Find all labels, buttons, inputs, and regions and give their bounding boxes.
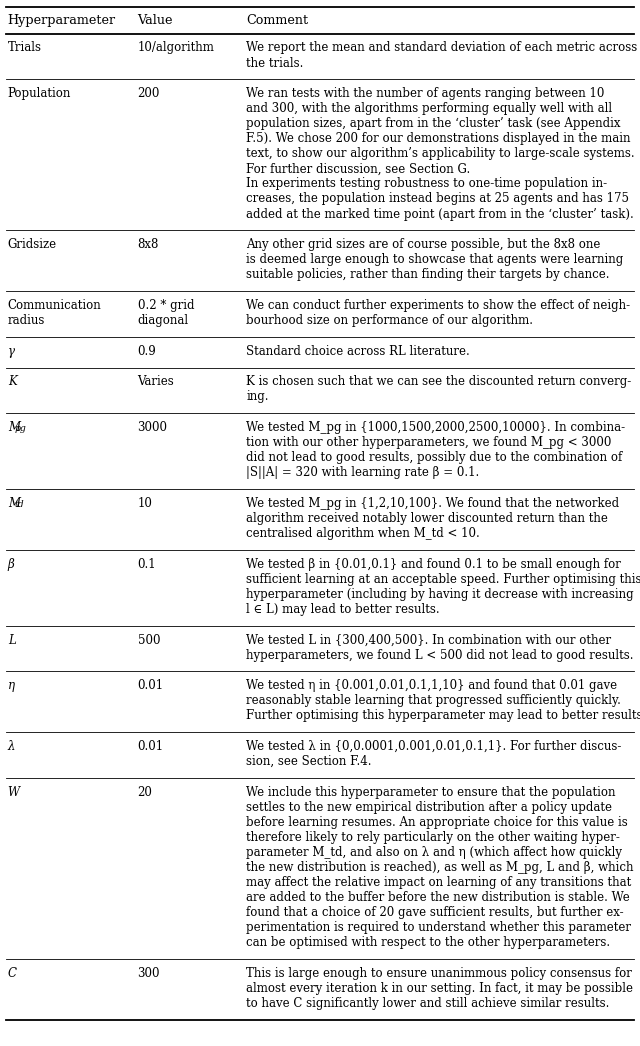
Text: found that a choice of 20 gave sufficient results, but further ex-: found that a choice of 20 gave sufficien…	[246, 906, 624, 919]
Text: sufficient learning at an acceptable speed. Further optimising this: sufficient learning at an acceptable spe…	[246, 573, 640, 586]
Text: l ∈ L) may lead to better results.: l ∈ L) may lead to better results.	[246, 602, 440, 616]
Text: 8x8: 8x8	[138, 238, 159, 251]
Text: perimentation is required to understand whether this parameter: perimentation is required to understand …	[246, 922, 632, 934]
Text: may affect the relative impact on learning of any transitions that: may affect the relative impact on learni…	[246, 877, 632, 889]
Text: In experiments testing robustness to one-time population in-: In experiments testing robustness to one…	[246, 178, 607, 190]
Text: and 300, with the algorithms performing equally well with all: and 300, with the algorithms performing …	[246, 103, 612, 115]
Text: K: K	[8, 376, 17, 388]
Text: M: M	[8, 422, 20, 434]
Text: We include this hyperparameter to ensure that the population: We include this hyperparameter to ensure…	[246, 786, 616, 799]
Text: 0.9: 0.9	[138, 345, 156, 358]
Text: This is large enough to ensure unanimmous policy consensus for: This is large enough to ensure unanimmou…	[246, 967, 632, 980]
Text: ing.: ing.	[246, 390, 269, 404]
Text: λ: λ	[8, 741, 15, 753]
Text: 0.1: 0.1	[138, 558, 156, 571]
Text: 3000: 3000	[138, 422, 168, 434]
Text: to have C significantly lower and still achieve similar results.: to have C significantly lower and still …	[246, 997, 610, 1010]
Text: 20: 20	[138, 786, 152, 799]
Text: We tested M_pg in {1000,1500,2000,2500,10000}. In combina-: We tested M_pg in {1000,1500,2000,2500,1…	[246, 422, 625, 434]
Text: is deemed large enough to showcase that agents were learning: is deemed large enough to showcase that …	[246, 253, 623, 267]
Text: did not lead to good results, possibly due to the combination of: did not lead to good results, possibly d…	[246, 451, 623, 464]
Text: algorithm received notably lower discounted return than the: algorithm received notably lower discoun…	[246, 511, 608, 525]
Text: η: η	[8, 679, 15, 692]
Text: td: td	[15, 500, 24, 508]
Text: Comment: Comment	[246, 15, 308, 27]
Text: We tested M_pg in {1,2,10,100}. We found that the networked: We tested M_pg in {1,2,10,100}. We found…	[246, 497, 620, 510]
Text: Further optimising this hyperparameter may lead to better results.: Further optimising this hyperparameter m…	[246, 709, 640, 723]
Text: hyperparameters, we found L < 500 did not lead to good results.: hyperparameters, we found L < 500 did no…	[246, 649, 634, 661]
Text: the new distribution is reached), as well as M_pg, L and β, which: the new distribution is reached), as wel…	[246, 861, 634, 874]
Text: text, to show our algorithm’s applicability to large-scale systems.: text, to show our algorithm’s applicabil…	[246, 147, 635, 160]
Text: We tested η in {0.001,0.01,0.1,1,10} and found that 0.01 gave: We tested η in {0.001,0.01,0.1,1,10} and…	[246, 679, 618, 692]
Text: We tested λ in {0,0.0001,0.001,0.01,0.1,1}. For further discus-: We tested λ in {0,0.0001,0.001,0.01,0.1,…	[246, 741, 622, 753]
Text: creases, the population instead begins at 25 agents and has 175: creases, the population instead begins a…	[246, 192, 629, 205]
Text: before learning resumes. An appropriate choice for this value is: before learning resumes. An appropriate …	[246, 816, 628, 828]
Text: We report the mean and standard deviation of each metric across: We report the mean and standard deviatio…	[246, 42, 637, 54]
Text: 0.2 * grid: 0.2 * grid	[138, 299, 194, 312]
Text: reasonably stable learning that progressed sufficiently quickly.: reasonably stable learning that progress…	[246, 695, 621, 707]
Text: W: W	[8, 786, 20, 799]
Text: Hyperparameter: Hyperparameter	[8, 15, 116, 27]
Text: Population: Population	[8, 87, 71, 100]
Text: 0.01: 0.01	[138, 679, 164, 692]
Text: K is chosen such that we can see the discounted return converg-: K is chosen such that we can see the dis…	[246, 376, 632, 388]
Text: Any other grid sizes are of course possible, but the 8x8 one: Any other grid sizes are of course possi…	[246, 238, 601, 251]
Text: |S||A| = 320 with learning rate β = 0.1.: |S||A| = 320 with learning rate β = 0.1.	[246, 467, 479, 479]
Text: settles to the new empirical distribution after a policy update: settles to the new empirical distributio…	[246, 801, 612, 814]
Text: radius: radius	[8, 314, 45, 327]
Text: tion with our other hyperparameters, we found M_pg < 3000: tion with our other hyperparameters, we …	[246, 436, 612, 449]
Text: We tested L in {300,400,500}. In combination with our other: We tested L in {300,400,500}. In combina…	[246, 634, 612, 646]
Text: centralised algorithm when M_td < 10.: centralised algorithm when M_td < 10.	[246, 527, 480, 540]
Text: pg: pg	[15, 424, 26, 433]
Text: L: L	[8, 634, 15, 646]
Text: We can conduct further experiments to show the effect of neigh-: We can conduct further experiments to sh…	[246, 299, 630, 312]
Text: hyperparameter (including by having it decrease with increasing: hyperparameter (including by having it d…	[246, 588, 634, 600]
Text: parameter M_td, and also on λ and η (which affect how quickly: parameter M_td, and also on λ and η (whi…	[246, 846, 622, 859]
Text: 200: 200	[138, 87, 160, 100]
Text: Gridsize: Gridsize	[8, 238, 57, 251]
Text: the trials.: the trials.	[246, 56, 304, 69]
Text: can be optimised with respect to the other hyperparameters.: can be optimised with respect to the oth…	[246, 936, 611, 949]
Text: C: C	[8, 967, 17, 980]
Text: Standard choice across RL literature.: Standard choice across RL literature.	[246, 345, 470, 358]
Text: diagonal: diagonal	[138, 314, 189, 327]
Text: Trials: Trials	[8, 42, 42, 54]
Text: M: M	[8, 497, 20, 510]
Text: γ: γ	[8, 345, 15, 358]
Text: therefore likely to rely particularly on the other waiting hyper-: therefore likely to rely particularly on…	[246, 831, 620, 844]
Text: 300: 300	[138, 967, 160, 980]
Text: sion, see Section F.4.: sion, see Section F.4.	[246, 755, 372, 768]
Text: population sizes, apart from in the ‘cluster’ task (see Appendix: population sizes, apart from in the ‘clu…	[246, 117, 621, 131]
Text: 0.01: 0.01	[138, 741, 164, 753]
Text: Varies: Varies	[138, 376, 174, 388]
Text: We tested β in {0.01,0.1} and found 0.1 to be small enough for: We tested β in {0.01,0.1} and found 0.1 …	[246, 558, 621, 571]
Text: almost every iteration k in our setting. In fact, it may be possible: almost every iteration k in our setting.…	[246, 982, 634, 995]
Text: Value: Value	[138, 15, 173, 27]
Text: β: β	[8, 558, 15, 571]
Text: 500: 500	[138, 634, 160, 646]
Text: For further discussion, see Section G.: For further discussion, see Section G.	[246, 162, 470, 176]
Text: 10: 10	[138, 497, 152, 510]
Text: are added to the buffer before the new distribution is stable. We: are added to the buffer before the new d…	[246, 891, 630, 904]
Text: Communication: Communication	[8, 299, 101, 312]
Text: bourhood size on performance of our algorithm.: bourhood size on performance of our algo…	[246, 314, 533, 327]
Text: suitable policies, rather than finding their targets by chance.: suitable policies, rather than finding t…	[246, 269, 610, 281]
Text: F.5). We chose 200 for our demonstrations displayed in the main: F.5). We chose 200 for our demonstration…	[246, 133, 631, 145]
Text: 10/algorithm: 10/algorithm	[138, 42, 214, 54]
Text: We ran tests with the number of agents ranging between 10: We ran tests with the number of agents r…	[246, 87, 605, 100]
Text: added at the marked time point (apart from in the ‘cluster’ task).: added at the marked time point (apart fr…	[246, 207, 634, 221]
